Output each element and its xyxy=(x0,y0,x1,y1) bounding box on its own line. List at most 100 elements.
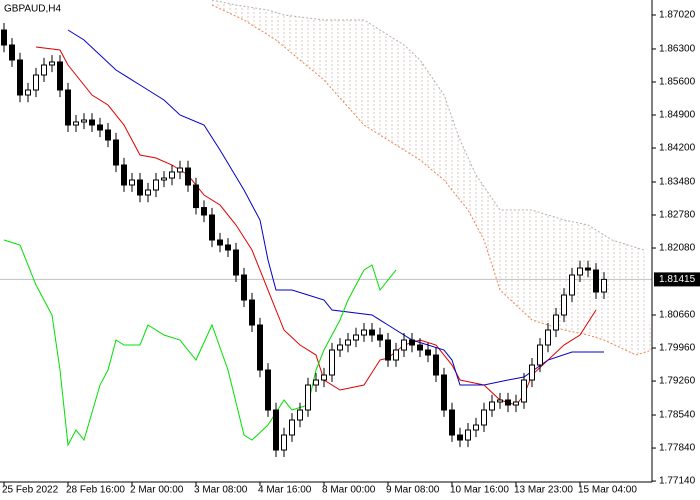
candle-body xyxy=(249,299,255,326)
candle-body xyxy=(569,274,575,296)
candle-body xyxy=(289,419,295,436)
candle-body xyxy=(577,267,583,276)
candle-body xyxy=(185,167,191,186)
candle-body xyxy=(385,339,391,361)
candle-body xyxy=(601,278,607,293)
candle-body xyxy=(297,409,303,421)
current-price-box xyxy=(654,272,700,287)
candle-body xyxy=(369,329,375,336)
candle-body xyxy=(321,374,327,381)
candle-body xyxy=(153,179,159,191)
candle-body xyxy=(65,89,71,126)
y-tick-label: 1.84900 xyxy=(659,110,696,121)
candle-body xyxy=(521,379,527,403)
candle-body xyxy=(25,89,31,96)
candle-body xyxy=(561,294,567,316)
candle-body xyxy=(409,339,415,346)
y-tick-label: 1.83480 xyxy=(659,177,696,188)
candle-body xyxy=(113,139,119,166)
candle-body xyxy=(345,339,351,346)
y-tick-label: 1.78540 xyxy=(659,410,696,421)
candle-body xyxy=(425,349,431,356)
x-tick-label: 2 Mar 00:00 xyxy=(130,485,184,496)
candle-body xyxy=(137,179,143,196)
candle-body xyxy=(241,274,247,301)
indicator-line xyxy=(67,29,604,386)
candle-body xyxy=(41,64,47,76)
candle-body xyxy=(305,384,311,411)
candle-body xyxy=(481,409,487,426)
candle-body xyxy=(209,214,215,241)
senkou-span-b xyxy=(211,0,645,251)
candle-body xyxy=(177,167,183,173)
candle-body xyxy=(505,399,511,406)
candle-body xyxy=(81,119,87,123)
candle-body xyxy=(553,314,559,331)
candle-body xyxy=(225,244,231,251)
candle-body xyxy=(489,401,495,411)
candle-body xyxy=(217,239,223,246)
candle-body xyxy=(97,124,103,131)
y-tick-label: 1.77840 xyxy=(659,443,696,454)
x-tick-label: 28 Feb 16:00 xyxy=(66,485,125,496)
candle-body xyxy=(33,74,39,91)
candle-layer xyxy=(1,23,607,457)
y-tick-label: 1.80660 xyxy=(659,310,696,321)
x-tick-label: 13 Mar 23:00 xyxy=(514,485,573,496)
x-tick-label: 3 Mar 08:00 xyxy=(194,485,248,496)
candle-body xyxy=(73,121,79,126)
current-price-label: 1.81415 xyxy=(659,274,696,285)
candle-body xyxy=(513,401,519,406)
x-tick-label: 8 Mar 00:00 xyxy=(322,485,376,496)
candle-body xyxy=(457,434,463,441)
candle-body xyxy=(201,207,207,216)
candle-body xyxy=(433,354,439,376)
candle-body xyxy=(129,179,135,186)
candle-body xyxy=(537,344,543,366)
candle-body xyxy=(257,324,263,371)
candle-body xyxy=(593,269,599,293)
candle-body xyxy=(161,177,167,181)
candle-body xyxy=(9,44,15,61)
candle-body xyxy=(265,369,271,411)
x-tick-label: 25 Feb 2022 xyxy=(2,485,59,496)
candle-body xyxy=(417,344,423,351)
candle-body xyxy=(449,409,455,436)
y-tick-label: 1.87020 xyxy=(659,10,696,21)
candle-body xyxy=(545,329,551,346)
candle-body xyxy=(17,59,23,96)
y-tick-label: 1.82780 xyxy=(659,210,696,221)
candle-body xyxy=(585,267,591,271)
cloud-fill xyxy=(212,0,652,356)
candle-body xyxy=(401,339,407,351)
candle-body xyxy=(465,429,471,441)
candle-body xyxy=(281,434,287,451)
candle-body xyxy=(361,329,367,336)
candle-body xyxy=(337,344,343,351)
candle-body xyxy=(233,249,239,276)
candle-body xyxy=(313,379,319,386)
candle-body xyxy=(353,334,359,341)
y-tick-label: 1.85600 xyxy=(659,77,696,88)
x-tick-label: 15 Mar 04:00 xyxy=(578,485,637,496)
y-tick-label: 1.86300 xyxy=(659,44,696,55)
candle-body xyxy=(393,349,399,361)
candle-body xyxy=(105,129,111,141)
candle-body xyxy=(89,119,95,126)
candle-body xyxy=(497,399,503,403)
candle-body xyxy=(377,334,383,341)
y-tick-label: 1.77140 xyxy=(659,476,696,487)
candle-body xyxy=(169,171,175,179)
y-tick-label: 1.82080 xyxy=(659,243,696,254)
x-tick-label: 9 Mar 08:00 xyxy=(386,485,440,496)
candle-body xyxy=(49,61,55,66)
chart-title: GBPAUD,H4 xyxy=(4,4,61,15)
candle-body xyxy=(329,349,335,376)
candle-body xyxy=(441,374,447,411)
candle-body xyxy=(121,164,127,186)
candle-body xyxy=(529,364,535,381)
y-tick-label: 1.79960 xyxy=(659,343,696,354)
y-tick-label: 1.84200 xyxy=(659,143,696,154)
x-tick-label: 4 Mar 16:00 xyxy=(258,485,312,496)
